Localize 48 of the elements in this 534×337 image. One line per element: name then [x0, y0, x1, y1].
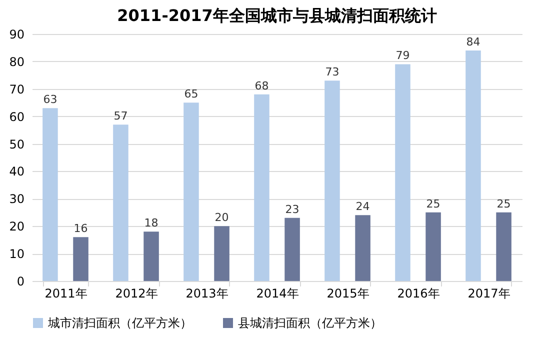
data-label: 57: [114, 110, 128, 123]
y-tick-label: 70: [9, 82, 24, 96]
x-tick-label: 2012年: [115, 286, 158, 300]
bar: [426, 212, 441, 281]
y-tick-label: 60: [9, 110, 24, 124]
y-tick-label: 40: [9, 164, 24, 179]
bar: [466, 50, 481, 281]
data-label: 23: [285, 202, 300, 216]
y-tick-label: 10: [9, 247, 24, 262]
bar: [73, 237, 88, 281]
chart-title: 2011-2017年全国城市与县城清扫面积统计: [117, 6, 437, 25]
data-label: 79: [396, 49, 410, 62]
y-tick-label: 30: [9, 192, 24, 206]
x-tick-label: 2011年: [44, 286, 88, 300]
data-label: 84: [466, 35, 480, 48]
bar: [214, 226, 230, 281]
y-tick-label: 0: [16, 274, 24, 288]
data-label: 24: [356, 200, 370, 214]
legend-label: 县城清扫面积（亿平方米）: [238, 316, 382, 330]
bar: [184, 102, 199, 281]
data-label: 65: [184, 88, 198, 101]
bar: [284, 218, 300, 281]
y-tick-label: 80: [9, 54, 24, 69]
data-label: 63: [43, 93, 58, 106]
bar: [496, 212, 512, 281]
data-label: 18: [144, 216, 158, 230]
bar: [324, 80, 340, 281]
bar: [113, 124, 128, 281]
data-label: 68: [254, 79, 269, 92]
x-tick-label: 2014年: [256, 286, 299, 300]
legend-label: 城市清扫面积（亿平方米）: [47, 316, 192, 330]
x-tick-label: 2017年: [468, 286, 510, 300]
data-label: 16: [74, 222, 88, 236]
y-tick-label: 90: [9, 28, 24, 42]
bar: [395, 64, 410, 281]
bar: [254, 94, 270, 281]
bar: [355, 215, 370, 281]
x-tick-label: 2015年: [326, 286, 370, 300]
data-label: 25: [426, 197, 440, 210]
y-tick-label: 20: [9, 220, 24, 234]
bar: [42, 108, 58, 281]
data-label: 20: [214, 211, 229, 224]
x-tick-label: 2016年: [397, 286, 440, 300]
bar: [144, 232, 159, 281]
y-tick-label: 50: [9, 137, 24, 152]
data-label: 25: [496, 197, 511, 210]
data-label: 73: [325, 66, 340, 79]
x-tick-label: 2013年: [186, 286, 228, 300]
